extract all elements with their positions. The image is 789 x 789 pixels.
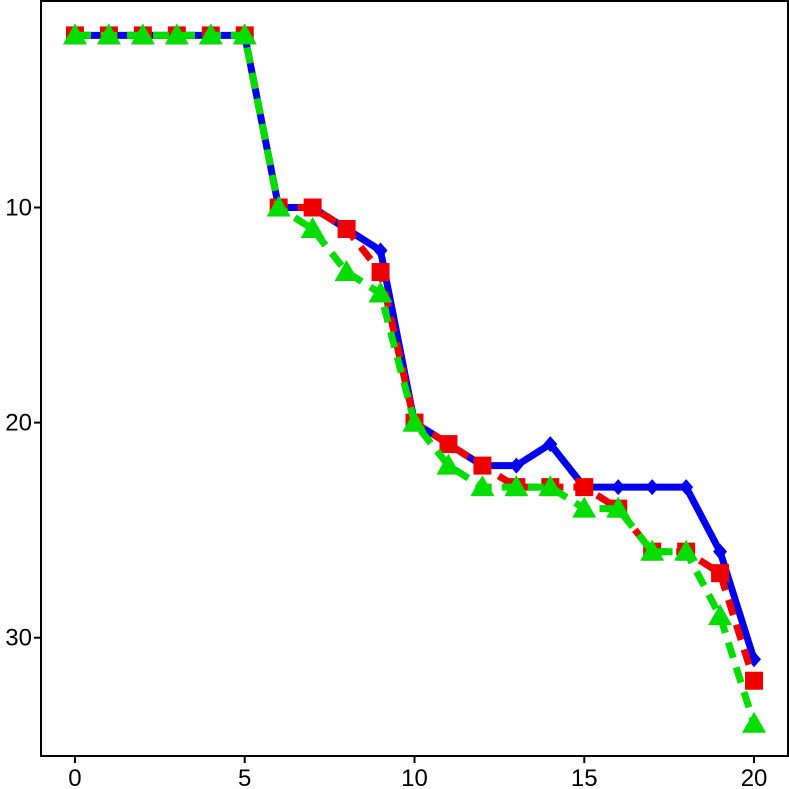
- x-tick-label: 20: [741, 765, 768, 789]
- plot-frame: [40, 0, 789, 757]
- diamond-marker: [611, 479, 626, 496]
- triangle-marker: [606, 496, 631, 518]
- triangle-marker: [300, 217, 325, 239]
- square-marker: [371, 263, 390, 282]
- series-2-line: [75, 31, 758, 682]
- triangle-marker: [266, 195, 291, 217]
- triangle-marker: [708, 604, 733, 626]
- series-1: [67, 27, 762, 668]
- triangle-marker: [572, 496, 597, 518]
- square-marker: [303, 198, 322, 217]
- series-3: [62, 23, 767, 733]
- series-layer: [62, 23, 767, 733]
- x-tick-label: 0: [68, 765, 81, 789]
- triangle-marker: [198, 23, 223, 45]
- triangle-marker: [640, 539, 665, 561]
- triangle-marker: [164, 23, 189, 45]
- series-2: [65, 26, 764, 690]
- diamond-marker: [645, 479, 660, 496]
- triangle-marker: [742, 711, 767, 733]
- diamond-marker: [373, 242, 388, 259]
- square-marker: [337, 220, 356, 239]
- x-tick-label: 5: [238, 765, 251, 789]
- series-3-line: [75, 31, 758, 725]
- diamond-marker: [509, 457, 524, 474]
- triangle-marker: [470, 475, 495, 497]
- y-tick-label: 10: [5, 194, 32, 221]
- triangle-marker: [62, 23, 87, 45]
- square-marker: [745, 671, 764, 690]
- y-tick-label: 20: [5, 410, 32, 437]
- triangle-marker: [232, 23, 257, 45]
- diamond-marker: [543, 436, 558, 453]
- series-1-line: [75, 31, 758, 661]
- triangle-marker: [402, 410, 427, 432]
- y-tick-label: 30: [5, 625, 32, 652]
- x-tick-label: 10: [401, 765, 428, 789]
- square-marker: [439, 435, 458, 454]
- axis-layer: 0 5 10 15 20 10 20 30: [5, 194, 767, 789]
- triangle-marker: [436, 453, 461, 475]
- triangle-marker: [96, 23, 121, 45]
- triangle-marker: [504, 475, 529, 497]
- diamond-marker: [713, 543, 728, 560]
- square-marker: [473, 456, 492, 475]
- x-tick-label: 15: [571, 765, 598, 789]
- square-marker: [575, 478, 594, 497]
- triangle-marker: [334, 260, 359, 282]
- triangle-marker: [368, 281, 393, 303]
- triangle-marker: [674, 539, 699, 561]
- triangle-marker: [130, 23, 155, 45]
- diamond-marker: [679, 479, 694, 496]
- triangle-marker: [538, 475, 563, 497]
- square-marker: [711, 564, 730, 583]
